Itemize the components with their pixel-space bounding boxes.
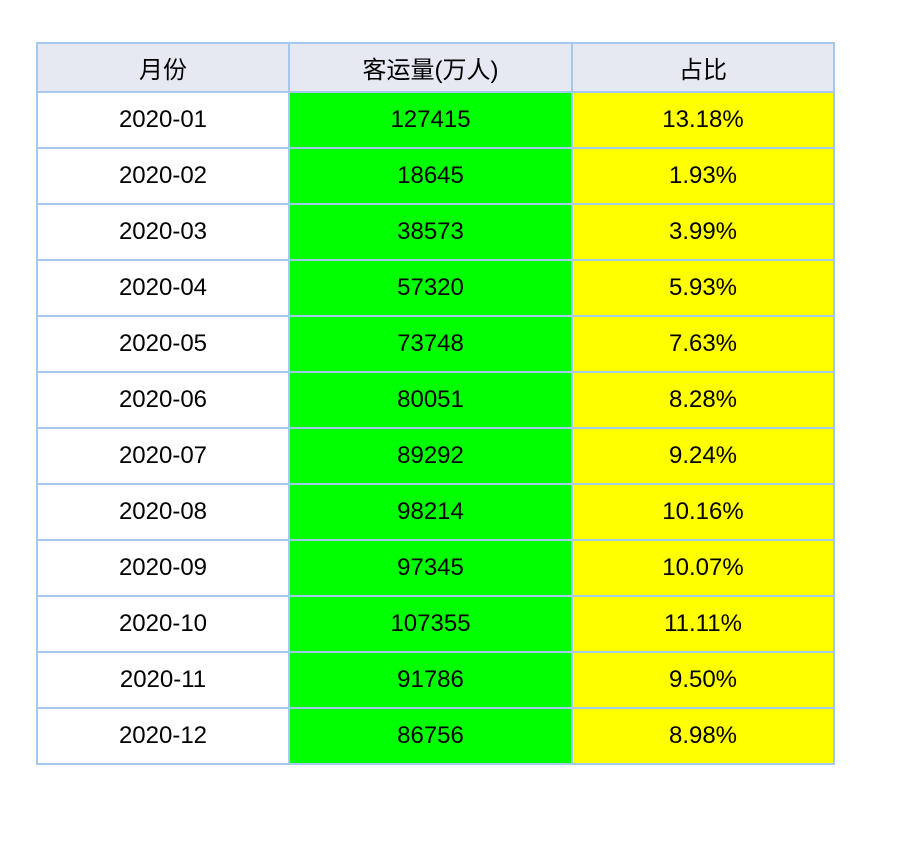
volume-cell: 98214 xyxy=(288,483,573,541)
share-cell: 8.98% xyxy=(571,707,835,765)
table-row: 2020-07 89292 9.24% xyxy=(36,427,835,485)
share-cell: 9.24% xyxy=(571,427,835,485)
table-row: 2020-09 97345 10.07% xyxy=(36,539,835,597)
table-row: 2020-02 18645 1.93% xyxy=(36,147,835,205)
volume-header-cell: 客运量(万人) xyxy=(288,42,573,93)
month-cell: 2020-11 xyxy=(36,651,290,709)
month-cell: 2020-02 xyxy=(36,147,290,205)
month-cell: 2020-01 xyxy=(36,91,290,149)
volume-cell: 57320 xyxy=(288,259,573,317)
volume-cell: 127415 xyxy=(288,91,573,149)
table-row: 2020-04 57320 5.93% xyxy=(36,259,835,317)
month-cell: 2020-08 xyxy=(36,483,290,541)
share-cell: 10.16% xyxy=(571,483,835,541)
volume-cell: 18645 xyxy=(288,147,573,205)
month-cell: 2020-04 xyxy=(36,259,290,317)
volume-cell: 80051 xyxy=(288,371,573,429)
month-cell: 2020-12 xyxy=(36,707,290,765)
table-row: 2020-03 38573 3.99% xyxy=(36,203,835,261)
volume-cell: 91786 xyxy=(288,651,573,709)
share-cell: 8.28% xyxy=(571,371,835,429)
share-cell: 11.11% xyxy=(571,595,835,653)
header-row: 月份 客运量(万人) 占比 xyxy=(36,42,835,93)
month-cell: 2020-07 xyxy=(36,427,290,485)
table-row: 2020-08 98214 10.16% xyxy=(36,483,835,541)
share-cell: 3.99% xyxy=(571,203,835,261)
share-header-cell: 占比 xyxy=(571,42,835,93)
table-row: 2020-05 73748 7.63% xyxy=(36,315,835,373)
volume-cell: 89292 xyxy=(288,427,573,485)
volume-cell: 86756 xyxy=(288,707,573,765)
volume-cell: 97345 xyxy=(288,539,573,597)
share-cell: 13.18% xyxy=(571,91,835,149)
volume-cell: 73748 xyxy=(288,315,573,373)
table-row: 2020-06 80051 8.28% xyxy=(36,371,835,429)
table-row: 2020-01 127415 13.18% xyxy=(36,91,835,149)
passenger-volume-table: 月份 客运量(万人) 占比 2020-01 127415 13.18% 2020… xyxy=(36,42,835,765)
share-cell: 9.50% xyxy=(571,651,835,709)
month-cell: 2020-10 xyxy=(36,595,290,653)
month-cell: 2020-06 xyxy=(36,371,290,429)
table-row: 2020-10 107355 11.11% xyxy=(36,595,835,653)
volume-cell: 107355 xyxy=(288,595,573,653)
table-row: 2020-11 91786 9.50% xyxy=(36,651,835,709)
share-cell: 10.07% xyxy=(571,539,835,597)
month-header-cell: 月份 xyxy=(36,42,290,93)
month-cell: 2020-05 xyxy=(36,315,290,373)
share-cell: 1.93% xyxy=(571,147,835,205)
month-cell: 2020-09 xyxy=(36,539,290,597)
month-cell: 2020-03 xyxy=(36,203,290,261)
table-row: 2020-12 86756 8.98% xyxy=(36,707,835,765)
share-cell: 5.93% xyxy=(571,259,835,317)
volume-cell: 38573 xyxy=(288,203,573,261)
share-cell: 7.63% xyxy=(571,315,835,373)
